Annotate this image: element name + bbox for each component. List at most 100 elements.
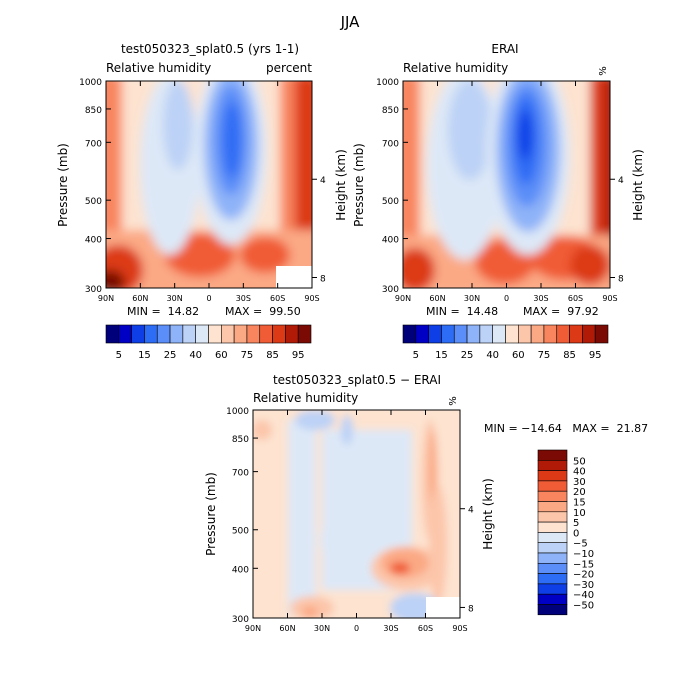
colorbar-swatch	[569, 324, 583, 344]
panel-model-units: percent	[266, 61, 312, 75]
panel-model: test050323_splat0.5 (yrs 1-1) Relative h…	[56, 42, 348, 361]
panel-erai-title: ERAI	[491, 42, 518, 56]
colorbar-swatch	[537, 511, 568, 523]
panel-erai-variable: Relative humidity	[403, 61, 508, 75]
panel-diff-ylabel: Pressure (mb)	[204, 472, 218, 556]
panel-erai-field	[403, 81, 610, 288]
colorbar-swatch	[131, 324, 145, 344]
panel-diff-xtick-label: 90N	[245, 624, 261, 633]
colorbar-tick-label: 25	[461, 350, 474, 361]
colorbar-swatch	[428, 324, 442, 344]
colorbar-tick-label: −15	[573, 559, 594, 570]
panel-erai-ylabel-right: Height (km)	[631, 149, 645, 220]
colorbar-tick-label: 95	[589, 350, 602, 361]
panel-model-ytick-label: 700	[85, 139, 102, 149]
colorbar-swatch	[492, 324, 506, 344]
colorbar-tick-label: 15	[138, 350, 151, 361]
colorbar-tick-label: 30	[573, 477, 586, 488]
panel-diff-xtick-label: 30S	[383, 624, 398, 633]
colorbar-swatch	[415, 324, 429, 344]
colorbar-swatch	[156, 324, 171, 344]
colorbar-swatch	[537, 470, 568, 482]
panel-model-ytick-label: 500	[85, 197, 102, 207]
panel-erai-colorbar: 5 15 25 40 60 75 85 95	[402, 324, 609, 361]
colorbar-tick-label: 85	[266, 350, 279, 361]
panel-erai-xtick-label: 30S	[533, 294, 548, 303]
colorbar-swatch	[518, 324, 532, 344]
colorbar-swatch	[144, 324, 158, 344]
colorbar-swatch	[537, 604, 568, 616]
panel-diff-units: %	[448, 396, 459, 406]
panel-model-ytick-label: 1000	[79, 78, 102, 88]
figure-suptitle: JJA	[340, 13, 361, 31]
colorbar-swatch	[466, 324, 481, 344]
panel-model-xtick-label: 0	[206, 294, 211, 303]
panel-erai-ytick-right-label: 4	[618, 176, 624, 186]
panel-diff-variable: Relative humidity	[253, 391, 358, 405]
panel-erai-ylabel: Pressure (mb)	[352, 143, 366, 227]
panel-model-min-label: MIN = 14.82	[127, 305, 199, 318]
panel-diff-ytick-label: 400	[232, 565, 249, 575]
panel-erai-xtick-label: 90N	[395, 294, 411, 303]
colorbar-swatch	[479, 324, 493, 344]
panel-diff-field	[253, 410, 460, 618]
panel-erai-ticks: 300 400 500 700 850 1000 8 4 90N 60N 30N 0 30S 60S 90S	[376, 78, 624, 303]
panel-model-xtick-label: 60S	[270, 294, 285, 303]
colorbar-tick-label: 85	[563, 350, 576, 361]
panel-diff-ytick-label: 1000	[226, 407, 249, 417]
colorbar-tick-label: −50	[573, 601, 594, 612]
panel-erai-xtick-label: 0	[504, 294, 509, 303]
panel-erai-ytick-right-label: 8	[618, 274, 624, 284]
colorbar-swatch	[105, 324, 120, 344]
colorbar-tick-label: 0	[573, 528, 579, 539]
colorbar-tick-label: 5	[573, 518, 579, 529]
panel-diff-ytick-label: 850	[232, 435, 249, 445]
panel-erai-ytick-label: 700	[382, 139, 399, 149]
panel-diff-ytick-label: 300	[232, 615, 249, 625]
colorbar-swatch	[246, 324, 261, 344]
panel-diff-xtick-label: 60N	[279, 624, 295, 633]
colorbar-swatch	[297, 324, 312, 344]
colorbar-tick-label: 15	[573, 498, 586, 509]
panel-diff-ytick-label: 500	[232, 527, 249, 537]
panel-diff-minmax-label: MIN = −14.64 MAX = 21.87	[484, 422, 648, 435]
panel-model-xtick-label: 30N	[167, 294, 183, 303]
colorbar-tick-label: 75	[538, 350, 551, 361]
colorbar-swatch	[402, 324, 417, 344]
panel-diff-xtick-label: 60S	[418, 624, 433, 633]
panel-model-xtick-label: 90N	[98, 294, 114, 303]
colorbar-tick-label: 40	[573, 467, 586, 478]
colorbar-swatch	[505, 324, 519, 344]
colorbar-swatch	[195, 324, 209, 344]
colorbar-tick-label: 10	[573, 508, 586, 519]
panel-model-ticks: 300 400 500 700 850 1000 8 4 90N 60N 30N 0 30S 60S 90S	[79, 78, 326, 303]
panel-diff-xtick-label: 30N	[314, 624, 330, 633]
colorbar-swatch	[537, 501, 568, 513]
colorbar-swatch	[537, 583, 568, 595]
colorbar-tick-label: 40	[189, 350, 202, 361]
colorbar-swatch	[537, 532, 568, 544]
colorbar-swatch	[537, 521, 568, 533]
colorbar-tick-label: 25	[164, 350, 177, 361]
panel-model-ytick-label: 300	[85, 285, 102, 295]
panel-diff-xtick-label: 90S	[452, 624, 467, 633]
panel-diff-xtick-label: 0	[354, 624, 359, 633]
panel-model-missing-data	[276, 266, 312, 288]
colorbar-swatch	[537, 562, 568, 574]
colorbar-swatch	[556, 324, 570, 344]
panel-erai-xtick-label: 30N	[464, 294, 480, 303]
panel-model-title: test050323_splat0.5 (yrs 1-1)	[121, 42, 299, 56]
colorbar-tick-label: −5	[573, 539, 588, 550]
panel-model-xtick-label: 90S	[304, 294, 319, 303]
colorbar-swatch	[543, 324, 558, 344]
colorbar-swatch	[594, 324, 609, 344]
colorbar-swatch	[537, 480, 568, 492]
colorbar-tick-label: 40	[486, 350, 499, 361]
panel-erai: ERAI Relative humidity %	[352, 42, 645, 361]
panel-erai-xtick-label: 60N	[429, 294, 445, 303]
colorbar-swatch	[272, 324, 286, 344]
colorbar-tick-label: 60	[512, 350, 525, 361]
colorbar-tick-label: 5	[413, 350, 419, 361]
